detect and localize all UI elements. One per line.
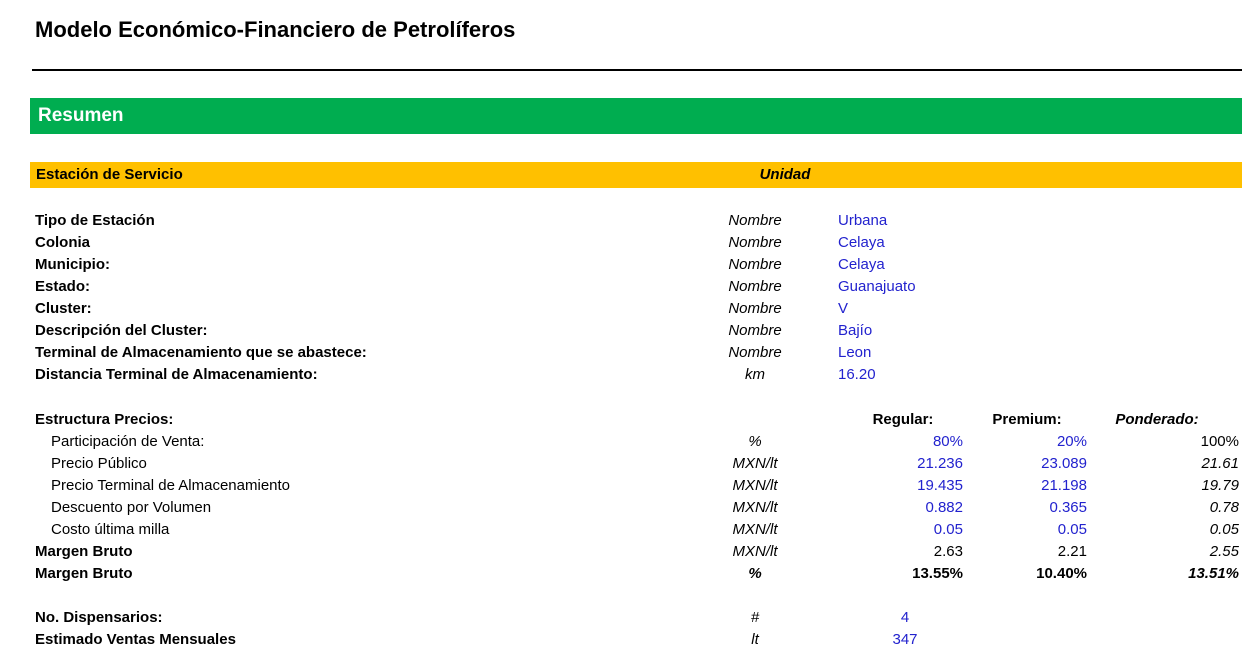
input-cell[interactable]: 21.236 xyxy=(917,455,963,472)
table-row: Descripción del Cluster: Nombre Bajío xyxy=(0,320,1260,342)
row-label: Estimado Ventas Mensuales xyxy=(35,631,236,648)
input-cell[interactable]: Leon xyxy=(838,344,872,361)
section-label: Estructura Precios: xyxy=(35,411,174,428)
table-row: Precio Público MXN/lt 21.236 23.089 21.6… xyxy=(0,453,1260,475)
row-unit: # xyxy=(750,609,760,626)
computed-cell: 13.55% xyxy=(912,565,963,582)
row-label: Costo última milla xyxy=(51,521,170,538)
table-header-bar: Estación de Servicio Unidad xyxy=(30,162,1242,188)
computed-cell: 13.51% xyxy=(1188,565,1239,582)
resumen-banner-label: Resumen xyxy=(38,105,124,126)
table-row: Cluster: Nombre V xyxy=(0,298,1260,320)
computed-cell: 10.40% xyxy=(1036,565,1087,582)
row-label: Participación de Venta: xyxy=(51,433,205,450)
table-row: Precio Terminal de Almacenamiento MXN/lt… xyxy=(0,475,1260,497)
row-label: Descripción del Cluster: xyxy=(35,322,208,339)
page-title: Modelo Económico-Financiero de Petrolífe… xyxy=(35,17,516,42)
input-cell[interactable]: Urbana xyxy=(838,212,888,229)
column-header-premium: Premium: xyxy=(992,411,1062,428)
row-unit: % xyxy=(748,565,762,582)
row-label: Descuento por Volumen xyxy=(51,499,212,516)
price-section-header-row: Estructura Precios: Regular: Premium: Po… xyxy=(0,409,1260,431)
table-row: Margen Bruto MXN/lt 2.63 2.21 2.55 xyxy=(0,541,1260,563)
input-cell[interactable]: 0.05 xyxy=(933,521,963,538)
table-row: Estado: Nombre Guanajuato xyxy=(0,276,1260,298)
row-unit: Nombre xyxy=(728,344,782,361)
row-label: Cluster: xyxy=(35,300,92,317)
table-row: No. Dispensarios: # 4 xyxy=(0,607,1260,629)
input-cell[interactable]: 0.05 xyxy=(1057,521,1087,538)
table-row: Estimado Ventas Mensuales lt 347 xyxy=(0,629,1260,651)
row-unit: MXN/lt xyxy=(732,521,778,538)
row-unit: Nombre xyxy=(728,256,782,273)
table-row: Terminal de Almacenamiento que se abaste… xyxy=(0,342,1260,364)
row-unit: Nombre xyxy=(728,322,782,339)
table-header-title: Estación de Servicio xyxy=(36,166,183,183)
computed-cell: 2.63 xyxy=(933,543,963,560)
computed-cell: 21.61 xyxy=(1201,455,1239,472)
table-row: Descuento por Volumen MXN/lt 0.882 0.365… xyxy=(0,497,1260,519)
row-label: Margen Bruto xyxy=(35,543,133,560)
row-label: Colonia xyxy=(35,234,90,251)
table-row: Participación de Venta: % 80% 20% 100% xyxy=(0,431,1260,453)
computed-cell: 2.55 xyxy=(1209,543,1239,560)
row-unit: lt xyxy=(751,631,759,648)
table-row: Colonia Nombre Celaya xyxy=(0,232,1260,254)
computed-cell: 0.05 xyxy=(1209,521,1239,538)
title-divider xyxy=(32,69,1242,71)
input-cell[interactable]: 80% xyxy=(932,433,963,450)
column-header-regular: Regular: xyxy=(872,411,934,428)
computed-cell: 100% xyxy=(1200,433,1239,450)
computed-cell: 0.78 xyxy=(1209,499,1239,516)
input-cell[interactable]: 4 xyxy=(900,609,910,626)
input-cell[interactable]: 16.20 xyxy=(838,366,876,383)
input-cell[interactable]: Celaya xyxy=(838,234,885,251)
row-unit: % xyxy=(748,433,762,450)
input-cell[interactable]: Bajío xyxy=(838,322,873,339)
row-unit: Nombre xyxy=(728,212,782,229)
row-unit: MXN/lt xyxy=(732,477,778,494)
column-header-ponderado: Ponderado: xyxy=(1115,411,1199,428)
computed-cell: 19.79 xyxy=(1201,477,1239,494)
row-label: Estado: xyxy=(35,278,91,295)
input-cell[interactable]: 21.198 xyxy=(1041,477,1087,494)
row-label: Terminal de Almacenamiento que se abaste… xyxy=(35,344,367,361)
row-unit: MXN/lt xyxy=(732,499,778,516)
input-cell[interactable]: 0.365 xyxy=(1049,499,1087,516)
row-unit: MXN/lt xyxy=(732,543,778,560)
row-unit: Nombre xyxy=(728,278,782,295)
input-cell[interactable]: Celaya xyxy=(838,256,885,273)
input-cell[interactable]: Guanajuato xyxy=(838,278,916,295)
input-cell[interactable]: 0.882 xyxy=(925,499,963,516)
table-row: Distancia Terminal de Almacenamiento: km… xyxy=(0,364,1260,386)
row-label: Distancia Terminal de Almacenamiento: xyxy=(35,366,318,383)
row-label: Precio Terminal de Almacenamiento xyxy=(51,477,291,494)
row-label: No. Dispensarios: xyxy=(35,609,163,626)
computed-cell: 2.21 xyxy=(1057,543,1087,560)
row-unit: km xyxy=(745,366,765,383)
table-row: Tipo de Estación Nombre Urbana xyxy=(0,210,1260,232)
row-label: Tipo de Estación xyxy=(35,212,155,229)
row-unit: Nombre xyxy=(728,234,782,251)
table-row: Costo última milla MXN/lt 0.05 0.05 0.05 xyxy=(0,519,1260,541)
row-unit: MXN/lt xyxy=(732,455,778,472)
unit-column-header: Unidad xyxy=(759,166,811,183)
table-row: Margen Bruto % 13.55% 10.40% 13.51% xyxy=(0,563,1260,585)
input-cell[interactable]: 20% xyxy=(1056,433,1087,450)
row-label: Precio Público xyxy=(51,455,147,472)
input-cell[interactable]: 23.089 xyxy=(1041,455,1087,472)
table-row: Municipio: Nombre Celaya xyxy=(0,254,1260,276)
input-cell[interactable]: 19.435 xyxy=(917,477,963,494)
row-label: Municipio: xyxy=(35,256,110,273)
row-label: Margen Bruto xyxy=(35,565,133,582)
resumen-banner: Resumen xyxy=(30,98,1242,134)
row-unit: Nombre xyxy=(728,300,782,317)
input-cell[interactable]: V xyxy=(838,300,849,317)
input-cell[interactable]: 347 xyxy=(892,631,918,648)
